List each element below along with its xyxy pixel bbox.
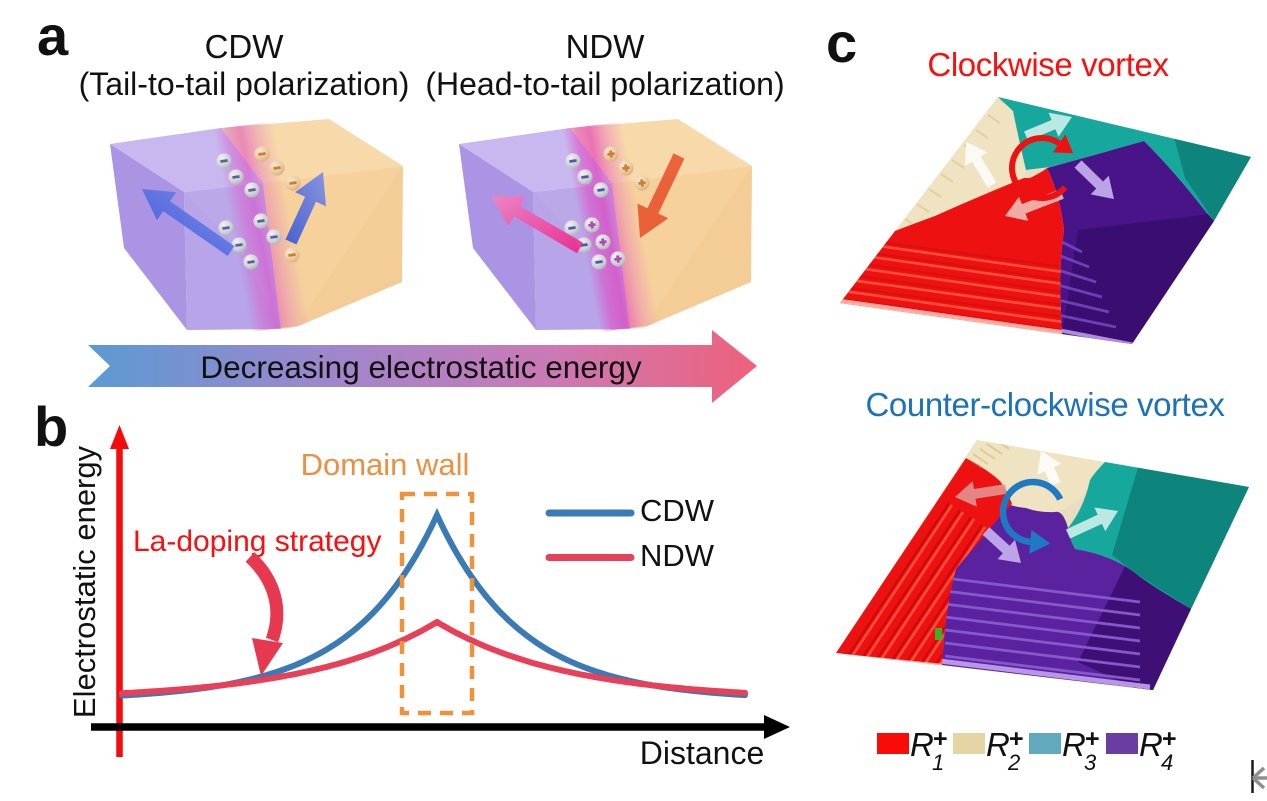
svg-text:c: c [826, 11, 857, 74]
svg-text:(Head-to-tail polarization): (Head-to-tail polarization) [425, 66, 784, 102]
svg-text:R: R [1139, 726, 1163, 763]
svg-text:NDW: NDW [566, 28, 646, 65]
svg-text:Clockwise vortex: Clockwise vortex [927, 46, 1169, 83]
svg-text:2: 2 [1007, 750, 1020, 775]
svg-text:Decreasing electrostatic energ: Decreasing electrostatic energy [200, 349, 641, 385]
svg-text:+: + [933, 725, 948, 753]
svg-text:1: 1 [932, 750, 944, 775]
svg-text:Domain wall: Domain wall [301, 447, 470, 482]
svg-text:CDW: CDW [640, 493, 715, 528]
svg-text:R: R [986, 726, 1010, 763]
svg-text:b: b [34, 395, 68, 458]
svg-text:a: a [37, 4, 69, 67]
svg-text:R: R [1062, 726, 1086, 763]
svg-text:4: 4 [1161, 750, 1173, 775]
svg-text:Electrostatic energy: Electrostatic energy [67, 445, 102, 718]
svg-text:+: + [1085, 725, 1100, 753]
svg-text:3: 3 [1084, 750, 1097, 775]
svg-text:(Tail-to-tail polarization): (Tail-to-tail polarization) [79, 66, 410, 102]
svg-text:R: R [910, 726, 934, 763]
svg-text:La-doping strategy: La-doping strategy [133, 525, 382, 558]
svg-text:CDW: CDW [205, 28, 285, 65]
svg-text:NDW: NDW [640, 538, 715, 573]
svg-text:Counter-clockwise vortex: Counter-clockwise vortex [865, 386, 1225, 423]
svg-text:+: + [1009, 725, 1024, 753]
svg-text:Distance: Distance [640, 735, 765, 771]
svg-text:+: + [1162, 725, 1177, 753]
